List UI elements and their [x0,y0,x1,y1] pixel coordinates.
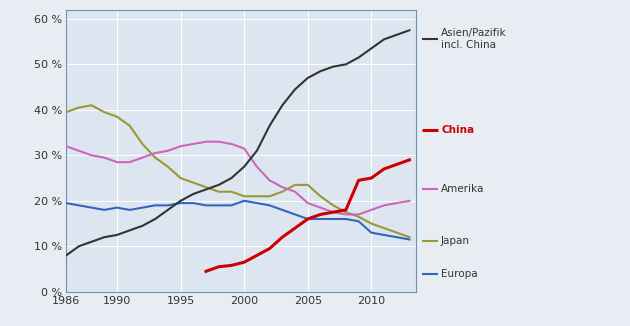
Text: Amerika: Amerika [441,184,484,194]
Text: Europa: Europa [441,269,478,279]
Text: Japan: Japan [441,236,470,246]
Text: China: China [441,126,474,135]
Text: Asien/Pazifik
incl. China: Asien/Pazifik incl. China [441,28,507,50]
